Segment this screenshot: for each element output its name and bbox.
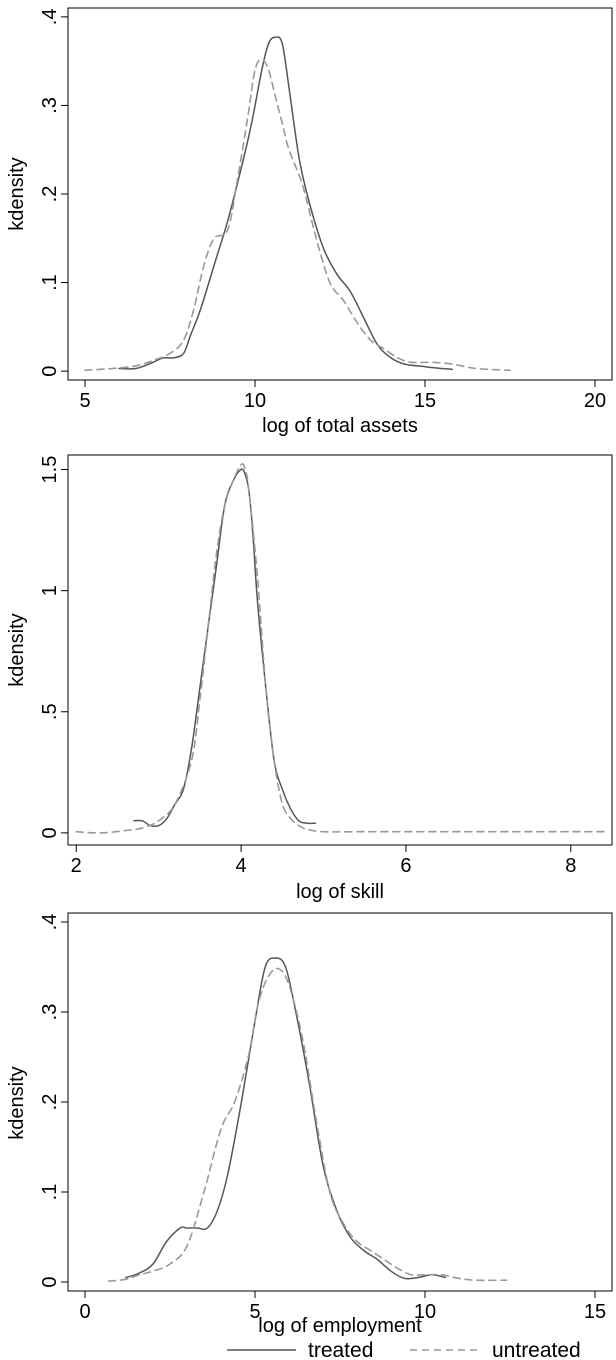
tick-layer: 0 5 10 15 0 .1 .2 .3 .4 xyxy=(39,914,606,1323)
y-tick-label: .2 xyxy=(39,186,61,203)
curve-layer xyxy=(108,957,508,1282)
chart-panel-employment: 0 5 10 15 0 .1 .2 .3 .4 log of employment kdensi… xyxy=(6,912,613,1337)
series-line-untreated xyxy=(84,58,511,372)
x-tick-label: 10 xyxy=(414,1301,436,1323)
x-tick-label: 5 xyxy=(79,390,90,412)
x-tick-label: 2 xyxy=(71,855,82,877)
y-tick-label: .1 xyxy=(39,1184,61,1201)
x-tick-label: 4 xyxy=(236,855,247,877)
chart-panel-skill: 2 4 6 8 0 .5 1 1.5 log of skill kdensity xyxy=(6,454,613,903)
series-line-untreated xyxy=(75,463,605,834)
y-axis-label: kdensity xyxy=(6,1066,28,1139)
legend-entry-treated: treated xyxy=(227,1339,373,1360)
legend-label-untreated: untreated xyxy=(492,1339,581,1360)
x-tick-label: 0 xyxy=(79,1301,90,1323)
plot-frame xyxy=(67,7,613,381)
legend: treated untreated xyxy=(227,1339,581,1360)
y-tick-label: .2 xyxy=(39,1094,61,1111)
y-axis-label: kdensity xyxy=(6,157,28,230)
x-tick-label: 15 xyxy=(584,1301,606,1323)
tick-layer: 2 4 6 8 0 .5 1 1.5 xyxy=(39,456,576,877)
series-line-treated xyxy=(118,36,453,371)
y-tick-label: .3 xyxy=(39,97,61,114)
plot-frame xyxy=(67,454,613,846)
y-axis-label: kdensity xyxy=(6,613,28,686)
chart-panel-total-assets: 5 10 15 20 0 .1 .2 .3 .4 log of total assets kde… xyxy=(6,7,613,437)
series-line-treated xyxy=(125,957,447,1280)
y-tick-label: 1 xyxy=(39,585,61,596)
y-tick-label: 0 xyxy=(39,1276,61,1287)
y-tick-label: .4 xyxy=(39,914,61,931)
x-axis-label: log of employment xyxy=(258,1315,422,1337)
plot-frame xyxy=(67,912,613,1292)
x-tick-label: 10 xyxy=(244,390,266,412)
x-axis-label: log of skill xyxy=(296,881,384,903)
y-tick-label: 0 xyxy=(39,827,61,838)
legend-entry-untreated: untreated xyxy=(410,1339,581,1360)
curve-layer xyxy=(84,36,511,372)
series-line-untreated xyxy=(108,967,508,1282)
x-tick-label: 20 xyxy=(584,390,606,412)
series-line-treated xyxy=(133,468,317,828)
legend-label-treated: treated xyxy=(308,1339,373,1360)
y-tick-label: .5 xyxy=(39,703,61,720)
tick-layer: 5 10 15 20 0 .1 .2 .3 .4 xyxy=(39,9,606,412)
x-tick-label: 6 xyxy=(400,855,411,877)
x-tick-label: 5 xyxy=(249,1301,260,1323)
y-tick-label: .3 xyxy=(39,1004,61,1021)
y-tick-label: .4 xyxy=(39,9,61,26)
y-tick-label: 1.5 xyxy=(39,456,61,484)
x-axis-label: log of total assets xyxy=(262,415,418,437)
curve-layer xyxy=(75,463,605,834)
x-tick-label: 8 xyxy=(565,855,576,877)
x-tick-label: 15 xyxy=(414,390,436,412)
y-tick-label: .1 xyxy=(39,274,61,291)
y-tick-label: 0 xyxy=(39,366,61,377)
